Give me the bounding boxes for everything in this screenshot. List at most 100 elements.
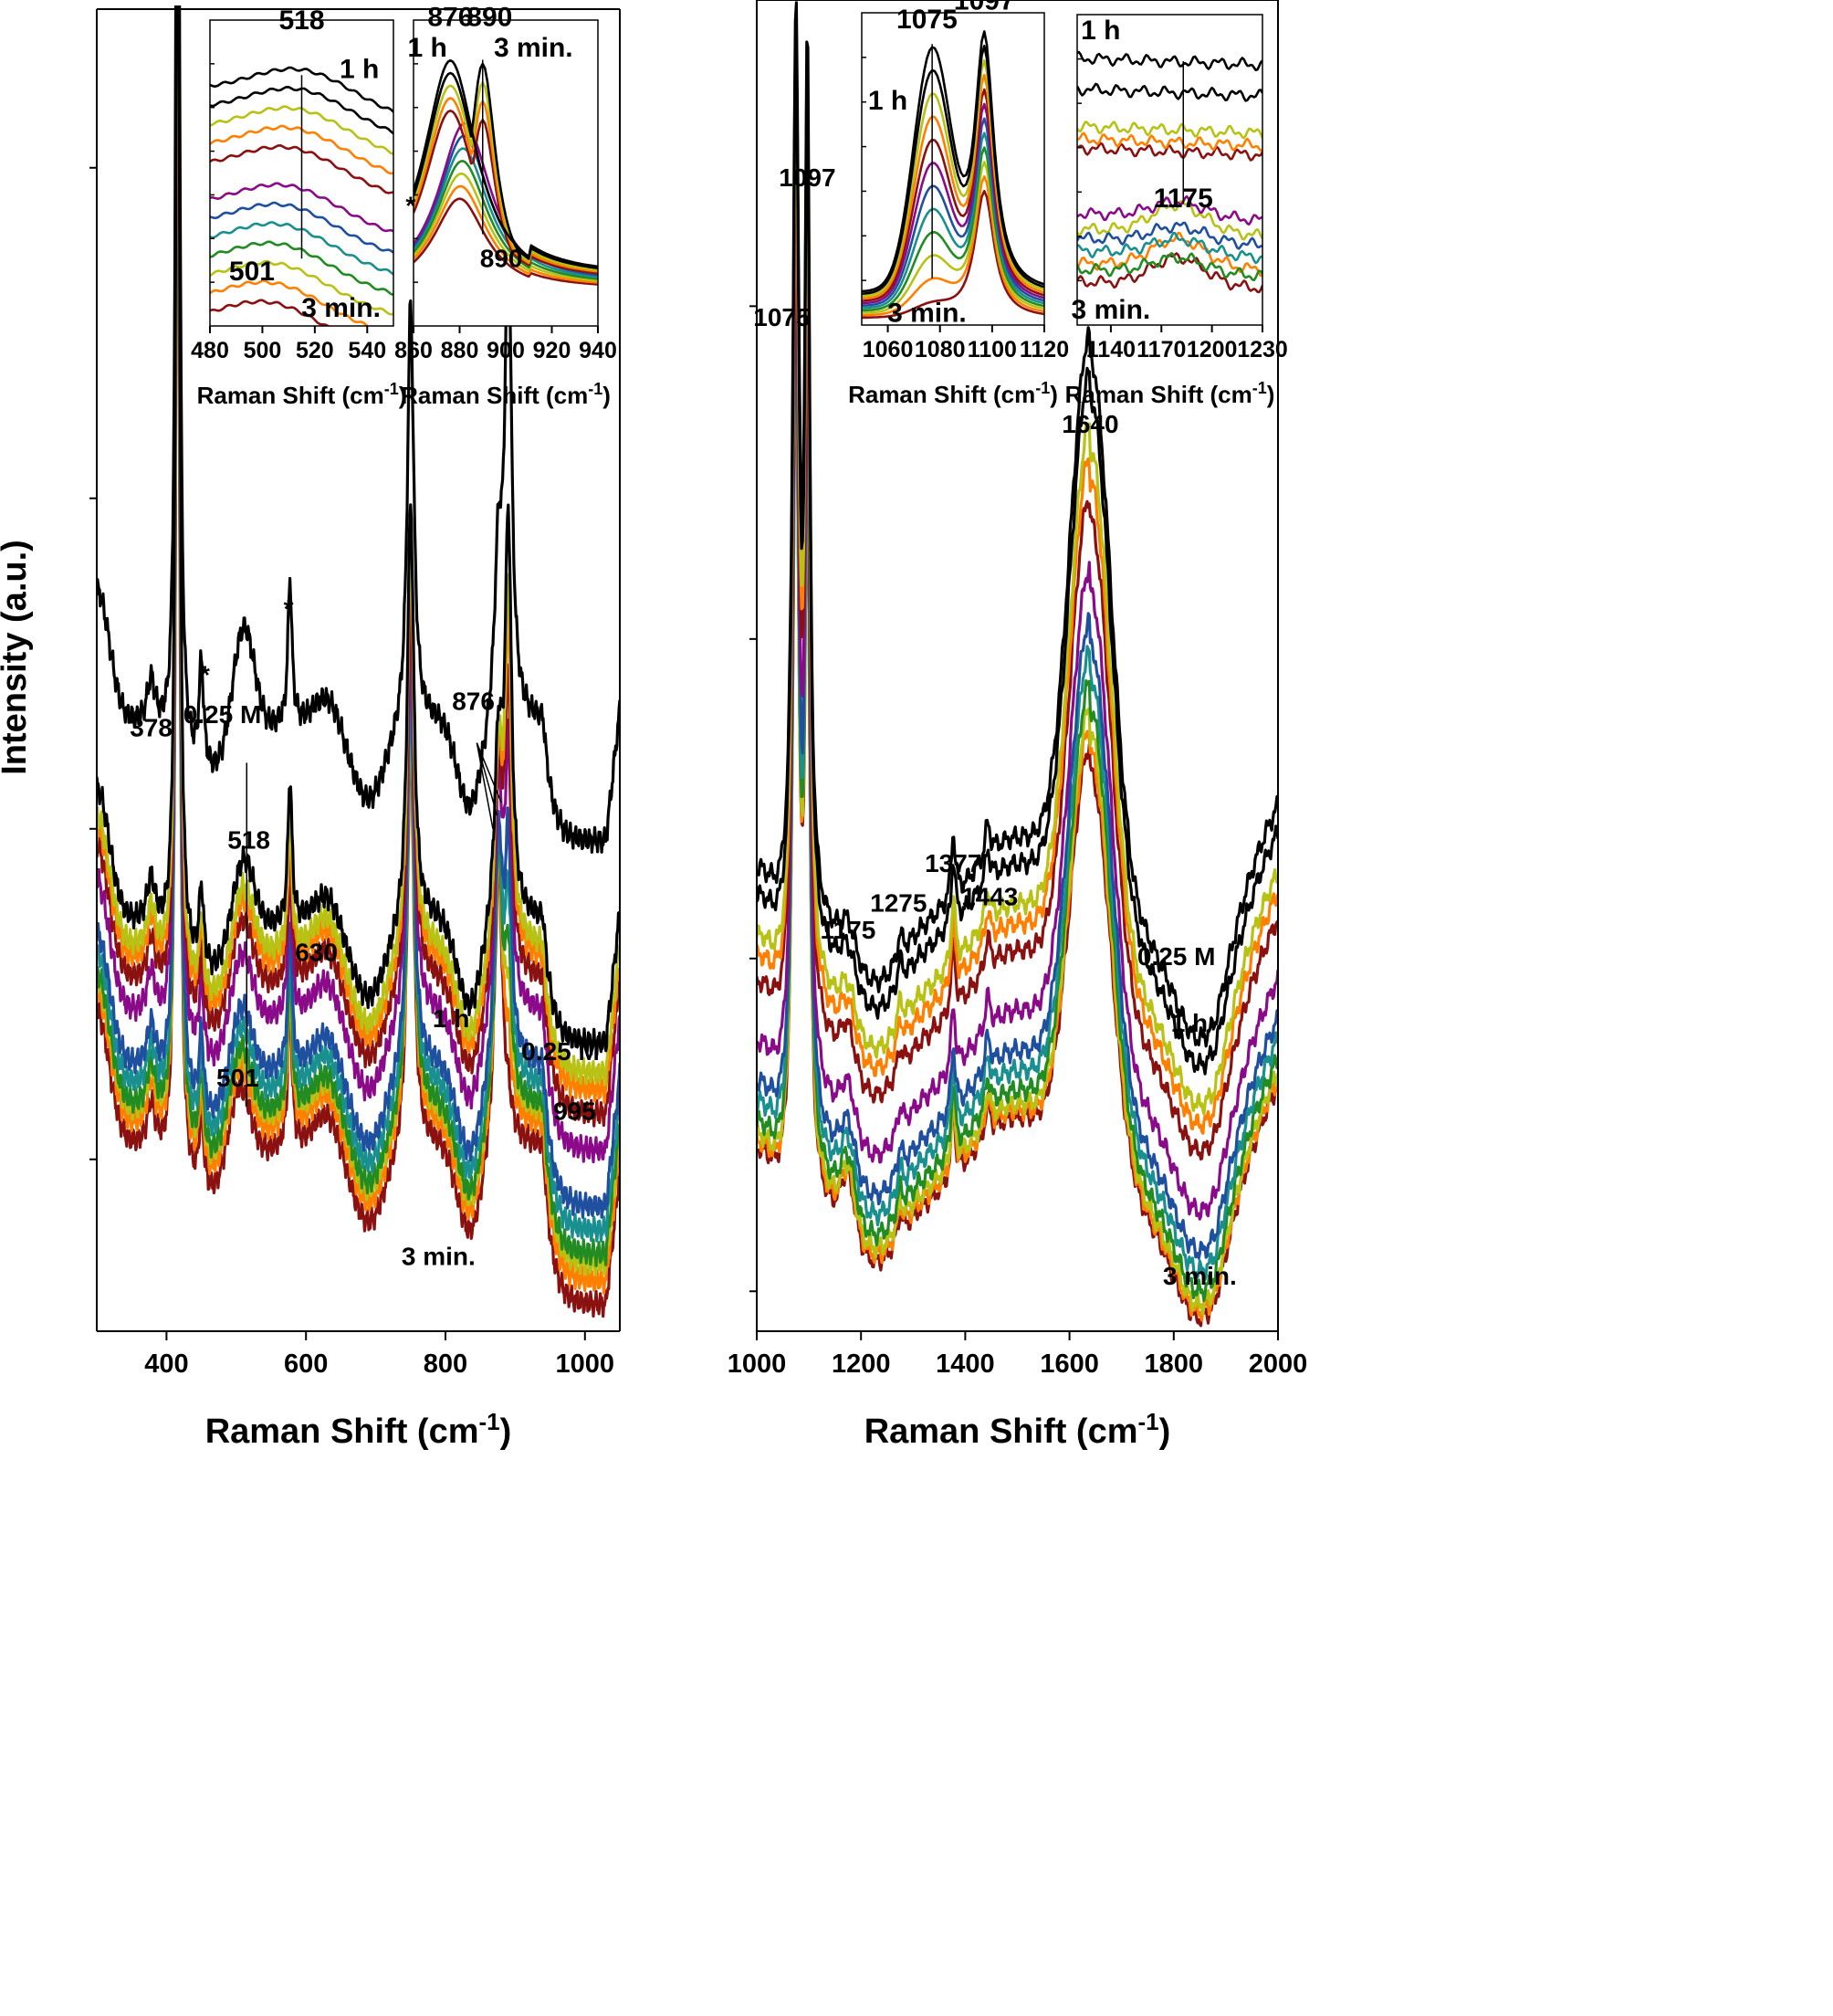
right-inset-b-x-axis-title-sup: -1 [1252, 379, 1267, 397]
left-main-series-2 [97, 5, 620, 1056]
right-inset-b-series-8 [1077, 231, 1262, 265]
right-inset-b-x-tick-label-1: 1170 [1136, 337, 1186, 362]
left-inset-a-annotation-2: 501 [229, 257, 275, 287]
left-main-x-tick-label-0: 400 [144, 1349, 188, 1379]
left-main-annotation-8: 518 [227, 825, 270, 854]
right-inset-a-x-tick-label-3: 1120 [1020, 337, 1069, 362]
right-inset-a-x-tick-label-0: 1060 [863, 337, 914, 362]
right-inset-a-x-tick-label-1: 1080 [915, 337, 966, 362]
right-main-series-3 [757, 77, 1278, 1116]
right-inset-a-annotation-1: 1097 [954, 0, 1015, 16]
right-main-series-7 [757, 251, 1278, 1260]
right-inset-a-series-4 [862, 73, 1044, 300]
right-main-x-tick-label-4: 1800 [1145, 1349, 1204, 1379]
right-main-annotation-1: 1075 [753, 303, 810, 331]
left-main-series-1 [97, 5, 620, 854]
right-inset-b-annotation-1: 1175 [1154, 184, 1213, 214]
left-inset-b-annotation-1: 890 [466, 3, 512, 33]
right-inset-b-x-tick-label-3: 1230 [1237, 337, 1288, 362]
left-inset-b-series-4 [414, 97, 598, 273]
left-main-annotation-5: * [405, 191, 415, 219]
left-inset-b-series-1 [414, 58, 598, 268]
right-inset-a-series-12 [862, 189, 1044, 320]
left-main-annotation-11: 0.25 M [521, 1037, 600, 1066]
left-main-x-tick-label-1: 600 [284, 1349, 328, 1379]
right-inset-a-x-axis-title-main: Raman Shift (cm [848, 381, 1035, 408]
right-inset-a-x-axis-title: Raman Shift (cm-1) [848, 379, 1058, 408]
left-inset-a-x-tick-label-1: 500 [244, 338, 282, 363]
axes-layer [89, 0, 1279, 1340]
left-main-annotation-13: 501 [216, 1064, 259, 1092]
right-inset-b-x-axis-title: Raman Shift (cm-1) [1065, 379, 1275, 408]
left-main-annotation-9: 630 [295, 939, 338, 967]
right-inset-a-annotation-0: 1075 [896, 5, 958, 35]
left-main-annotation-0: * [179, 0, 189, 2]
left-inset-a-x-axis-title-sup: -1 [384, 380, 399, 398]
left-inset-b-x-tick-label-4: 940 [579, 338, 617, 363]
left-main-x-tick-label-2: 800 [424, 1349, 467, 1379]
right-main-annotation-4: 1275 [870, 889, 927, 918]
right-main-annotation-5: 1443 [961, 882, 1018, 910]
left-inset-b-x-axis-title: Raman Shift (cm-1) [401, 380, 611, 409]
right-main-series-9 [757, 296, 1278, 1303]
left-inset-a-annotation-3: 3 min. [301, 293, 381, 323]
left-main-annotation-10: 1 h [433, 1004, 469, 1033]
right-main-x-axis-title: Raman Shift (cm-1) [864, 1408, 1171, 1451]
right-main-annotation-9: 3 min. [1163, 1262, 1237, 1290]
left-main-annotation-6: 890 [480, 244, 523, 272]
left-inset-a-series-10 [210, 259, 393, 316]
left-main-series-group [97, 5, 620, 1318]
left-main-x-axis-title-end: ) [500, 1412, 512, 1451]
left-main-x-axis-title-sup: -1 [479, 1408, 500, 1435]
right-inset-a-x-axis-title-end: ) [1050, 381, 1058, 408]
right-inset-a-x-axis-title-sup: -1 [1035, 379, 1050, 397]
right-inset-a-series-7 [862, 117, 1044, 308]
left-inset-a-x-axis-title-main: Raman Shift (cm [197, 382, 384, 409]
left-inset-b-x-tick-label-1: 880 [441, 338, 479, 363]
right-main-series-5 [757, 137, 1278, 1161]
right-inset-a-series-group [862, 30, 1044, 320]
left-main-annotation-3: 0.25 M [183, 700, 262, 729]
right-main-series-6 [757, 212, 1278, 1221]
right-inset-b-series-4 [1077, 131, 1262, 152]
left-inset-b-annotation-2: 1 h [407, 33, 446, 63]
left-inset-a-x-tick-label-3: 540 [348, 338, 386, 363]
left-inset-b-series-10 [414, 172, 598, 282]
right-inset-a-annotation-3: 3 min. [887, 299, 967, 329]
right-inset-b-series-group [1077, 50, 1262, 294]
right-inset-a-series-9 [862, 146, 1044, 312]
right-main-x-axis-title-main: Raman Shift (cm [864, 1412, 1138, 1451]
right-main-x-tick-label-1: 1200 [832, 1349, 891, 1379]
right-inset-a-series-5 [862, 88, 1044, 302]
right-main-x-tick-label-5: 2000 [1249, 1349, 1308, 1379]
left-inset-a-series-11 [210, 279, 370, 326]
left-inset-a-series-1 [210, 66, 393, 113]
y-axis-title: Intensity (a.u.) [0, 540, 34, 775]
arrow-876-2 [476, 742, 502, 803]
left-inset-a-annotation-1: 1 h [340, 55, 379, 85]
left-inset-b-x-axis-title-end: ) [602, 382, 611, 409]
left-inset-a-x-axis-title-end: ) [399, 382, 407, 409]
right-main-x-tick-label-3: 1600 [1040, 1349, 1099, 1379]
left-main-x-axis-title: Raman Shift (cm-1) [205, 1408, 512, 1451]
right-inset-b-series-9 [1077, 252, 1262, 282]
left-inset-b-series-3 [414, 81, 598, 271]
right-main-x-axis-title-sup: -1 [1138, 1408, 1159, 1435]
right-inset-a-frame [861, 12, 1045, 326]
left-inset-a-x-axis-title: Raman Shift (cm-1) [197, 380, 407, 409]
left-inset-a-frame [209, 19, 394, 327]
left-main-annotation-4: * [284, 594, 294, 623]
right-inset-b-series-2 [1077, 82, 1262, 102]
left-inset-b-series-9 [414, 160, 598, 280]
left-main-annotation-12: 995 [553, 1097, 596, 1125]
right-main-series-10 [757, 313, 1278, 1317]
right-main-series-2 [757, 28, 1278, 1076]
right-inset-a-series-1 [862, 30, 1044, 293]
right-main-annotation-2: 1640 [1062, 410, 1118, 438]
series-layer [97, 1, 1278, 1328]
left-inset-b-series-group [414, 58, 598, 286]
right-inset-b-annotation-2: 3 min. [1072, 295, 1151, 325]
right-main-series-1 [757, 1, 1278, 1048]
